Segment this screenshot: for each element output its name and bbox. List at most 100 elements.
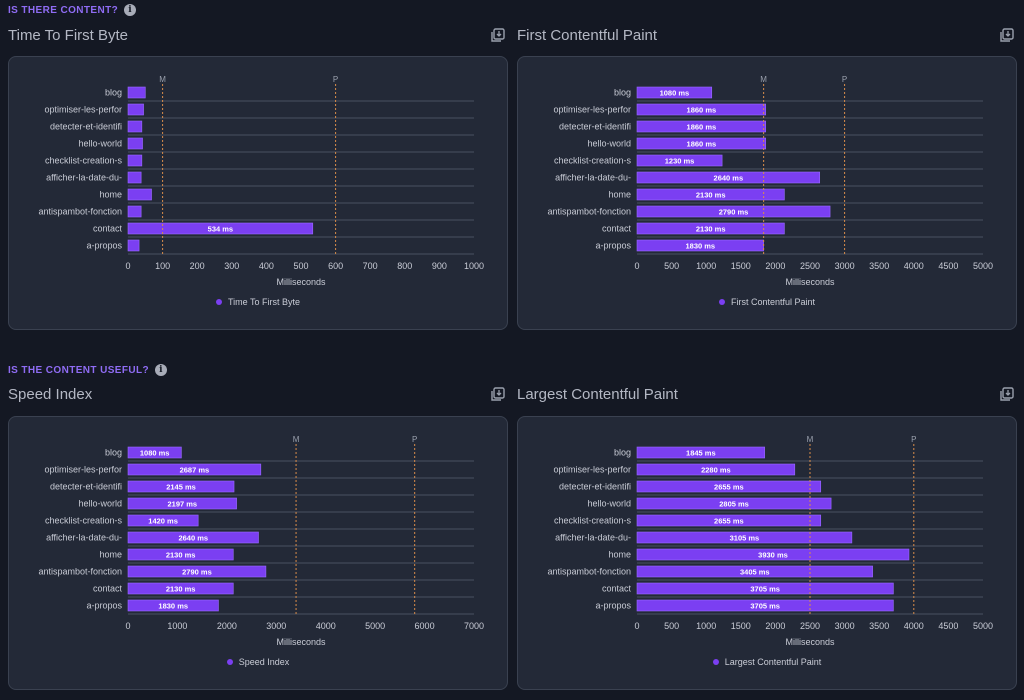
chart-panel-fcp: blog optimiser-les-perfor detecter-et-iden… xyxy=(517,56,1017,330)
x-tick-label: 1000 xyxy=(464,261,484,271)
bar xyxy=(127,446,182,459)
legend-swatch xyxy=(718,299,725,305)
category-label: afficher-la-date-du- xyxy=(555,533,631,543)
bar-value-label: 1230 ms xyxy=(665,157,695,166)
bar-value-label: 2640 ms xyxy=(714,174,744,183)
category-label: optimiser-les-perfor xyxy=(553,105,631,115)
bar xyxy=(127,548,234,561)
chart-lcp: blog optimiser-les-perfor detecter-et-iden… xyxy=(547,435,993,647)
bar xyxy=(636,120,767,133)
section-header-content: IS THERE CONTENT? i xyxy=(8,4,137,16)
category-label: contact xyxy=(602,224,632,234)
chart-title-ttfb: Time To First Byte xyxy=(8,27,129,44)
bar-value-label: 1860 ms xyxy=(687,106,717,115)
bar xyxy=(127,531,259,544)
legend[interactable]: First Contentful Paint xyxy=(518,297,1016,307)
legend-label: First Contentful Paint xyxy=(730,297,816,307)
category-label: antispambot-fonction xyxy=(38,207,122,217)
bar xyxy=(636,531,853,544)
category-label: detecter-et-identifi xyxy=(50,122,122,132)
category-label: hello-world xyxy=(78,139,122,149)
chart-title-fcp: First Contentful Paint xyxy=(517,27,658,44)
x-tick-label: 3500 xyxy=(869,621,889,631)
export-icon[interactable] xyxy=(490,386,506,402)
x-tick-label: 100 xyxy=(155,261,170,271)
bar xyxy=(636,497,832,510)
x-tick-label: 2500 xyxy=(800,621,820,631)
bar xyxy=(636,222,785,235)
legend-label: Time To First Byte xyxy=(227,297,300,307)
x-axis-label: Milliseconds xyxy=(276,277,326,287)
export-icon[interactable] xyxy=(999,386,1015,402)
bar-value-label: 1420 ms xyxy=(148,517,178,526)
chart-title-lcp: Largest Contentful Paint xyxy=(517,386,678,403)
category-label: checklist-creation-s xyxy=(45,516,123,526)
export-icon[interactable] xyxy=(999,27,1015,43)
legend-label: Largest Contentful Paint xyxy=(724,657,822,667)
x-tick-label: 0 xyxy=(125,261,130,271)
bar-value-label: 2640 ms xyxy=(178,534,208,543)
bar-value-label: 1860 ms xyxy=(687,140,717,149)
category-label: afficher-la-date-du- xyxy=(555,173,631,183)
category-label: optimiser-les-perfor xyxy=(553,465,631,475)
x-tick-label: 5000 xyxy=(365,621,385,631)
x-tick-label: 3000 xyxy=(266,621,286,631)
bar xyxy=(636,565,873,578)
category-label: blog xyxy=(105,448,122,458)
x-tick-label: 0 xyxy=(634,621,639,631)
x-tick-label: 4000 xyxy=(316,621,336,631)
info-icon[interactable]: i xyxy=(124,4,137,16)
x-tick-label: 500 xyxy=(664,621,679,631)
category-label: optimiser-les-perfor xyxy=(44,105,122,115)
x-tick-label: 4500 xyxy=(938,621,958,631)
bar-value-label: 2655 ms xyxy=(714,517,744,526)
x-tick-label: 6000 xyxy=(415,621,435,631)
legend[interactable]: Time To First Byte xyxy=(9,297,507,307)
bar-value-label: 3930 ms xyxy=(758,551,788,560)
bar-value-label: 3705 ms xyxy=(750,602,780,611)
x-tick-label: 2000 xyxy=(217,621,237,631)
x-tick-label: 3500 xyxy=(869,261,889,271)
bar xyxy=(127,599,219,612)
chart-panel-lcp: blog optimiser-les-perfor detecter-et-iden… xyxy=(517,416,1017,690)
bar-value-label: 2790 ms xyxy=(182,568,212,577)
bar xyxy=(636,463,796,476)
bar xyxy=(127,154,143,167)
bar xyxy=(636,154,723,167)
bar xyxy=(636,480,822,493)
legend[interactable]: Largest Contentful Paint xyxy=(518,657,1016,667)
x-tick-label: 200 xyxy=(190,261,205,271)
legend[interactable]: Speed Index xyxy=(9,657,507,667)
bar xyxy=(127,188,152,201)
category-label: contact xyxy=(602,584,632,594)
x-tick-label: 7000 xyxy=(464,621,484,631)
bar-value-label: 2145 ms xyxy=(166,483,196,492)
x-axis-label: Milliseconds xyxy=(276,637,326,647)
category-label: blog xyxy=(614,88,631,98)
marker-label: P xyxy=(842,75,847,84)
marker-label: P xyxy=(911,435,916,444)
x-tick-label: 800 xyxy=(397,261,412,271)
bar xyxy=(127,463,262,476)
category-label: antispambot-fonction xyxy=(547,567,631,577)
info-icon[interactable]: i xyxy=(155,364,168,376)
marker-label: M xyxy=(760,75,767,84)
bar-value-label: 2130 ms xyxy=(696,191,726,200)
category-label: antispambot-fonction xyxy=(38,567,122,577)
bar-value-label: 2280 ms xyxy=(701,466,731,475)
legend-swatch xyxy=(215,299,222,305)
x-tick-label: 4500 xyxy=(938,261,958,271)
export-icon[interactable] xyxy=(490,27,506,43)
marker-label: M xyxy=(293,435,300,444)
x-tick-label: 1000 xyxy=(696,621,716,631)
category-label: blog xyxy=(105,88,122,98)
x-tick-label: 400 xyxy=(259,261,274,271)
category-label: hello-world xyxy=(78,499,122,509)
bar xyxy=(636,137,767,150)
category-label: home xyxy=(99,190,122,200)
bar-value-label: 2197 ms xyxy=(167,500,197,509)
bar-value-label: 1080 ms xyxy=(660,89,690,98)
x-tick-label: 3000 xyxy=(835,261,855,271)
bar-value-label: 534 ms xyxy=(208,225,233,234)
x-axis-label: Milliseconds xyxy=(785,637,835,647)
